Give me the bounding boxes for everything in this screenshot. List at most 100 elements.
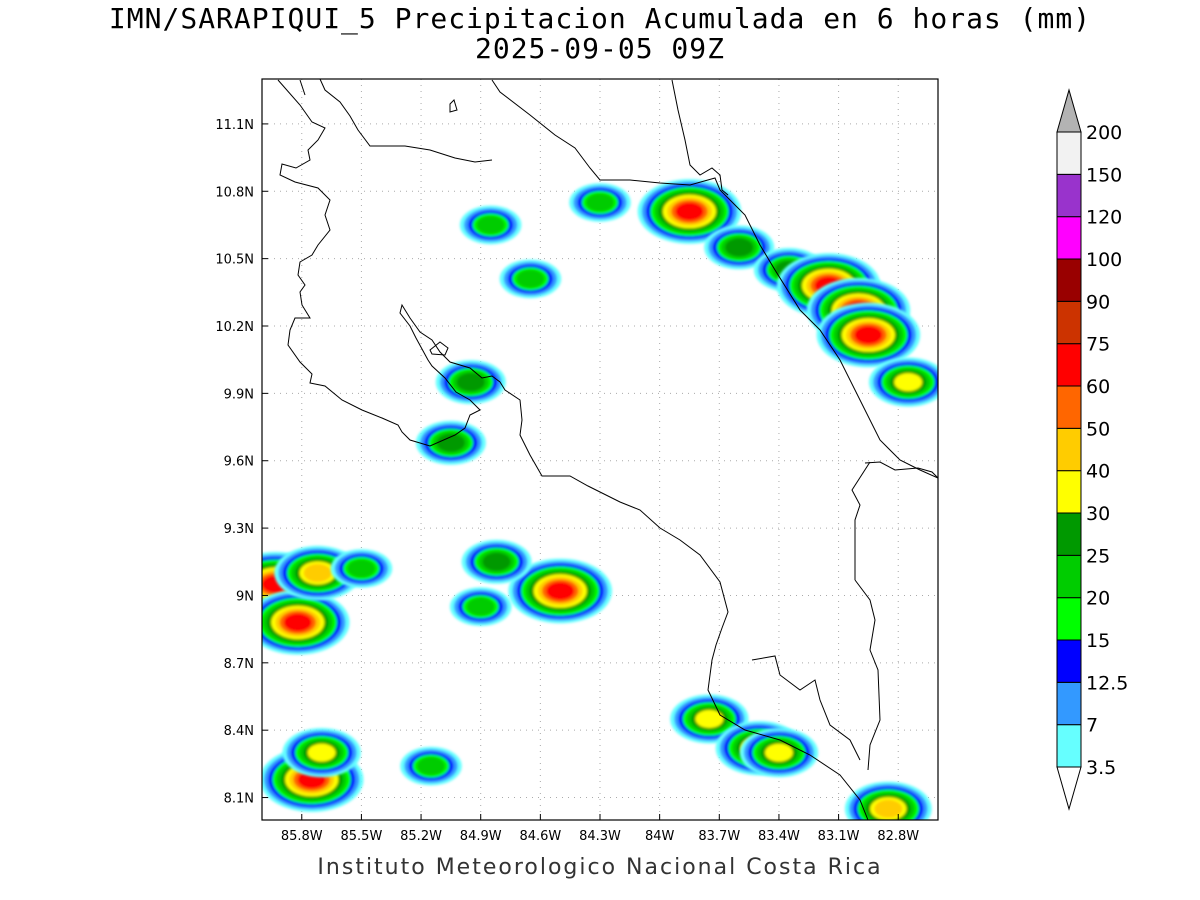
y-tick-label: 8.7N [224, 657, 254, 672]
colorbar-arrow-low [1056, 766, 1082, 811]
colorbar: 3.5 7 12.5 15 20 25 30 40 50 60 75 90 100 120 150 200 [1056, 88, 1128, 811]
rain-contour [417, 757, 445, 776]
rain-contour [854, 325, 883, 344]
rain-cell [282, 728, 361, 778]
rain-contour [482, 552, 511, 571]
colorbar-swatch [1056, 470, 1082, 514]
colorbar-label: 20 [1086, 588, 1110, 610]
colorbar-swatch [1056, 343, 1082, 387]
y-tick-label: 10.5N [215, 253, 254, 268]
y-tick-label: 10.2N [215, 320, 254, 335]
map-title: IMN/SARAPIQUI_5 Precipitacion Acumulada … [108, 2, 1092, 35]
map-datetime: 2025-09-05 09Z [474, 32, 725, 65]
x-tick-label: 84.3W [579, 829, 621, 844]
y-tick-label: 10.8N [215, 185, 254, 200]
rain-contour [546, 581, 575, 600]
x-tick-label: 85.8W [281, 829, 323, 844]
rain-contour [874, 799, 903, 818]
y-tick-label: 9.3N [224, 522, 254, 537]
x-tick-label: 82.8W [877, 829, 919, 844]
rain-cell [569, 183, 631, 222]
x-tick-label: 83.7W [698, 829, 740, 844]
colorbar-swatch [1056, 173, 1082, 218]
rain-cell [868, 357, 938, 407]
y-tick-label: 9.9N [224, 387, 254, 402]
y-tick-label: 9.6N [224, 455, 254, 470]
rain-cell [816, 302, 921, 368]
colorbar-swatch [1056, 258, 1082, 302]
x-tick-label: 85.2W [400, 829, 442, 844]
rain-cell [435, 360, 506, 405]
colorbar-label: 12.5 [1086, 672, 1128, 694]
rain-cell [449, 587, 512, 627]
colorbar-label: 100 [1086, 249, 1122, 271]
rain-cell [508, 558, 613, 624]
rain-contour [725, 238, 754, 257]
rain-contour [695, 709, 724, 728]
rain-cell [415, 420, 486, 465]
colorbar-swatch [1056, 385, 1082, 429]
rain-cell [739, 728, 819, 778]
colorbar-arrow-high [1056, 88, 1082, 133]
rain-contour [307, 743, 336, 762]
rain-cell [499, 259, 562, 299]
colorbar-swatch [1056, 131, 1082, 175]
rain-cell [637, 179, 742, 244]
y-tick-label: 9N [236, 589, 254, 604]
y-axis-ticks: 11.1N 10.8N 10.5N 10.2N 9.9N 9.6N 9.3N 9N 8.7N 8.… [215, 118, 268, 807]
colorbar-swatch [1056, 597, 1082, 641]
colorbar-swatch [1056, 639, 1082, 683]
x-tick-label: 83.4W [758, 829, 800, 844]
rain-cell [400, 746, 462, 786]
rain-contour [436, 433, 465, 452]
rain-contour [283, 613, 312, 632]
colorbar-label: 50 [1086, 418, 1110, 440]
colorbar-label: 7 [1086, 715, 1098, 737]
colorbar-label: 150 [1086, 164, 1122, 186]
rain-cell [459, 205, 522, 245]
rain-contour [347, 559, 376, 578]
x-tick-label: 84W [645, 829, 675, 844]
colorbar-label: 200 [1086, 122, 1122, 144]
rain-cell [704, 225, 775, 270]
colorbar-label: 40 [1086, 461, 1110, 483]
x-tick-label: 83.1W [818, 829, 860, 844]
rain-cell [461, 539, 532, 584]
rain-contour [303, 564, 332, 582]
rain-contour [675, 202, 704, 221]
colorbar-swatch [1056, 300, 1082, 345]
rain-contour [516, 269, 545, 288]
rain-contour [586, 193, 614, 212]
rain-cell [330, 549, 393, 588]
colorbar-label: 60 [1086, 376, 1110, 398]
y-tick-label: 8.4N [224, 724, 254, 739]
colorbar-swatch [1056, 724, 1082, 768]
colorbar-label: 25 [1086, 545, 1110, 567]
colorbar-label: 90 [1086, 291, 1110, 313]
x-axis-ticks: 85.8W 85.5W 85.2W 84.9W 84.6W 84.3W 84W 83.7W 83… [281, 814, 919, 844]
y-tick-label: 8.1N [224, 792, 254, 807]
credit-text: Instituto Meteorologico Nacional Costa R… [317, 855, 883, 880]
x-tick-label: 84.9W [460, 829, 502, 844]
colorbar-label: 75 [1086, 334, 1110, 356]
rain-contour [894, 373, 923, 392]
rain-contour [466, 597, 495, 616]
colorbar-swatch [1056, 512, 1082, 556]
y-tick-label: 11.1N [215, 118, 254, 133]
colorbar-swatch [1056, 216, 1082, 260]
coastlines [277, 79, 938, 820]
colorbar-swatch [1056, 554, 1082, 599]
rain-contour [456, 373, 485, 392]
rain-cell [844, 781, 932, 820]
colorbar-label: 30 [1086, 503, 1110, 525]
x-tick-label: 85.5W [341, 829, 383, 844]
colorbar-swatch [1056, 427, 1082, 472]
rain-cell [262, 590, 350, 655]
rain-contour [476, 215, 505, 234]
rain-contour [764, 743, 793, 762]
colorbar-label: 120 [1086, 207, 1122, 229]
colorbar-label: 3.5 [1086, 757, 1116, 779]
precipitation-field [262, 179, 938, 820]
colorbar-label: 15 [1086, 630, 1110, 652]
